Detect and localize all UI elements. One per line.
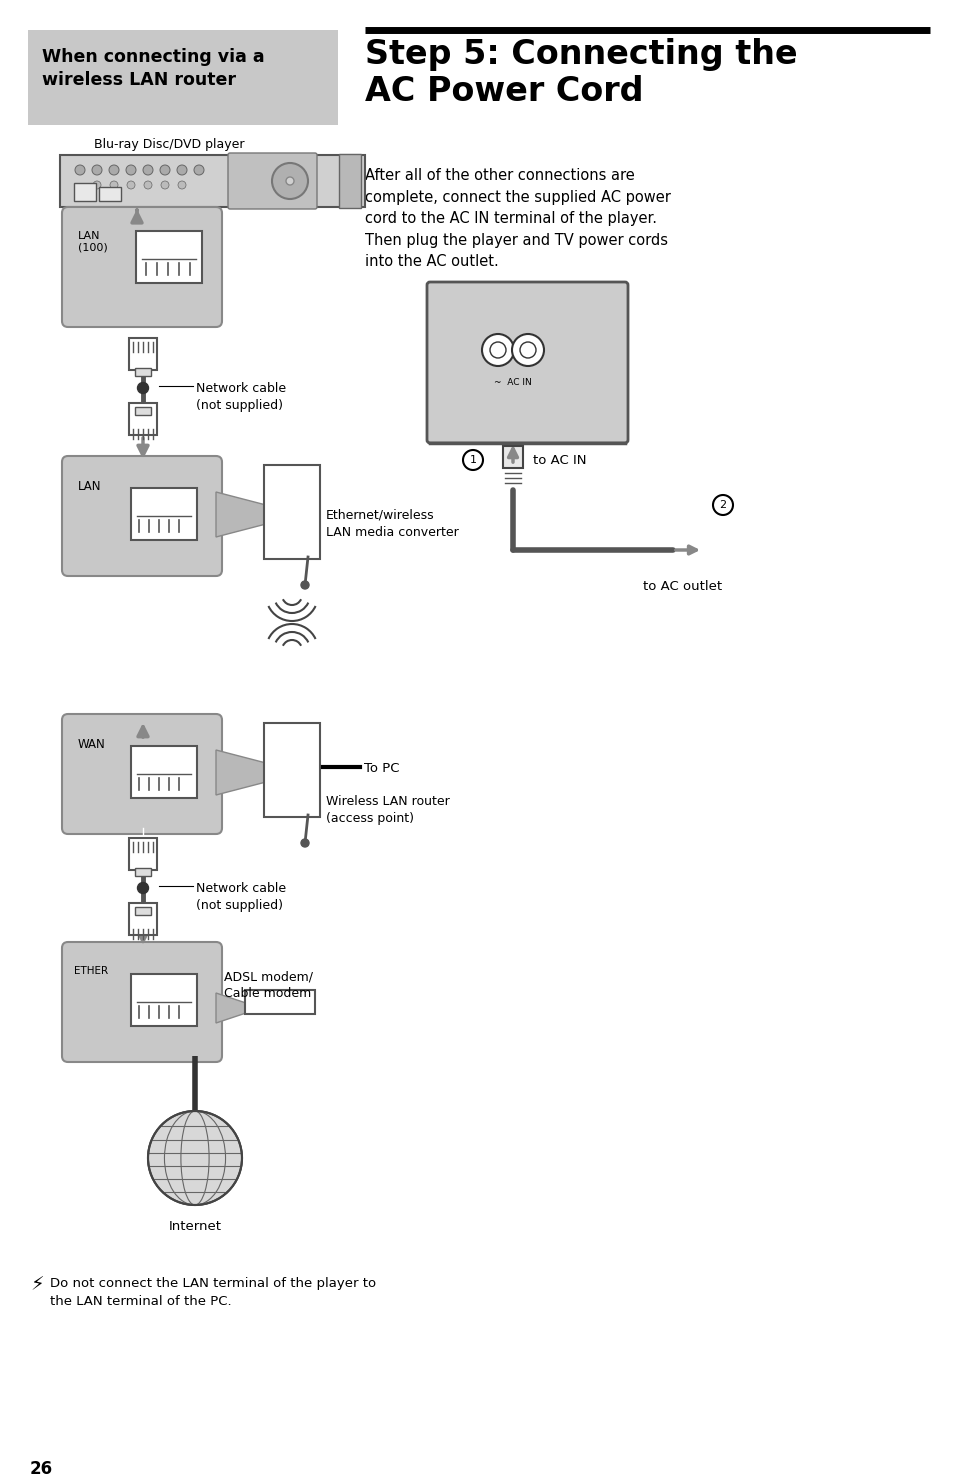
Text: Step 5: Connecting the
AC Power Cord: Step 5: Connecting the AC Power Cord <box>365 39 797 108</box>
FancyBboxPatch shape <box>427 282 627 443</box>
Text: Ethernet/wireless
LAN media converter: Ethernet/wireless LAN media converter <box>326 509 458 538</box>
Text: After all of the other connections are
complete, connect the supplied AC power
c: After all of the other connections are c… <box>365 168 670 270</box>
Circle shape <box>137 882 149 893</box>
Circle shape <box>110 181 118 188</box>
Circle shape <box>712 495 732 515</box>
Circle shape <box>462 449 482 470</box>
FancyBboxPatch shape <box>129 403 157 435</box>
Text: ADSL modem/
Cable modem: ADSL modem/ Cable modem <box>224 970 313 1000</box>
Text: 2: 2 <box>719 500 726 510</box>
Circle shape <box>91 165 102 175</box>
Circle shape <box>75 165 85 175</box>
Text: Wireless LAN router
(access point): Wireless LAN router (access point) <box>326 795 449 825</box>
Circle shape <box>160 165 170 175</box>
FancyBboxPatch shape <box>129 903 157 934</box>
Circle shape <box>272 163 308 199</box>
Text: To PC: To PC <box>364 761 399 774</box>
Polygon shape <box>215 492 266 537</box>
Circle shape <box>519 343 536 357</box>
Circle shape <box>127 181 135 188</box>
FancyBboxPatch shape <box>60 156 365 208</box>
Polygon shape <box>210 209 215 280</box>
FancyBboxPatch shape <box>129 838 157 871</box>
FancyBboxPatch shape <box>129 338 157 369</box>
Circle shape <box>109 165 119 175</box>
Text: ⚡: ⚡ <box>30 1275 44 1295</box>
Circle shape <box>286 176 294 185</box>
FancyBboxPatch shape <box>99 187 121 202</box>
Circle shape <box>490 343 505 357</box>
FancyBboxPatch shape <box>131 488 196 540</box>
FancyBboxPatch shape <box>135 868 151 876</box>
FancyBboxPatch shape <box>131 746 196 798</box>
Circle shape <box>144 181 152 188</box>
Text: ETHER: ETHER <box>74 965 108 976</box>
FancyBboxPatch shape <box>62 942 222 1062</box>
Circle shape <box>161 181 169 188</box>
FancyBboxPatch shape <box>62 455 222 575</box>
FancyBboxPatch shape <box>338 154 360 208</box>
Circle shape <box>178 181 186 188</box>
FancyBboxPatch shape <box>62 208 222 326</box>
Text: Do not connect the LAN terminal of the player to
the LAN terminal of the PC.: Do not connect the LAN terminal of the p… <box>50 1277 375 1308</box>
Circle shape <box>481 334 514 366</box>
Circle shape <box>143 165 152 175</box>
FancyBboxPatch shape <box>135 368 151 377</box>
FancyBboxPatch shape <box>264 466 319 559</box>
FancyBboxPatch shape <box>502 446 522 469</box>
Text: Network cable
(not supplied): Network cable (not supplied) <box>195 882 286 912</box>
FancyBboxPatch shape <box>135 908 151 915</box>
FancyBboxPatch shape <box>74 182 96 202</box>
FancyBboxPatch shape <box>28 30 337 125</box>
FancyBboxPatch shape <box>131 974 196 1026</box>
FancyBboxPatch shape <box>264 724 319 817</box>
Circle shape <box>301 581 309 589</box>
Circle shape <box>301 839 309 847</box>
Circle shape <box>137 383 149 393</box>
Circle shape <box>126 165 136 175</box>
Text: Blu-ray Disc/DVD player: Blu-ray Disc/DVD player <box>94 138 245 151</box>
Text: LAN
(100): LAN (100) <box>78 231 108 252</box>
FancyBboxPatch shape <box>228 153 316 209</box>
Text: LAN: LAN <box>78 480 101 492</box>
Polygon shape <box>215 750 266 795</box>
Text: to AC IN: to AC IN <box>533 454 586 467</box>
Text: Internet: Internet <box>169 1221 221 1232</box>
Text: to AC outlet: to AC outlet <box>642 580 721 593</box>
Polygon shape <box>215 994 246 1023</box>
Circle shape <box>148 1111 242 1206</box>
Text: ~  AC IN: ~ AC IN <box>494 378 532 387</box>
Circle shape <box>512 334 543 366</box>
Text: 26: 26 <box>30 1459 53 1479</box>
Text: WAN: WAN <box>78 739 106 750</box>
Circle shape <box>193 165 204 175</box>
FancyBboxPatch shape <box>62 713 222 833</box>
Text: When connecting via a
wireless LAN router: When connecting via a wireless LAN route… <box>42 47 264 89</box>
FancyBboxPatch shape <box>245 991 314 1014</box>
Text: Network cable
(not supplied): Network cable (not supplied) <box>195 383 286 412</box>
FancyBboxPatch shape <box>136 231 202 283</box>
Circle shape <box>177 165 187 175</box>
Circle shape <box>92 181 101 188</box>
FancyBboxPatch shape <box>135 406 151 415</box>
Text: 1: 1 <box>469 455 476 466</box>
